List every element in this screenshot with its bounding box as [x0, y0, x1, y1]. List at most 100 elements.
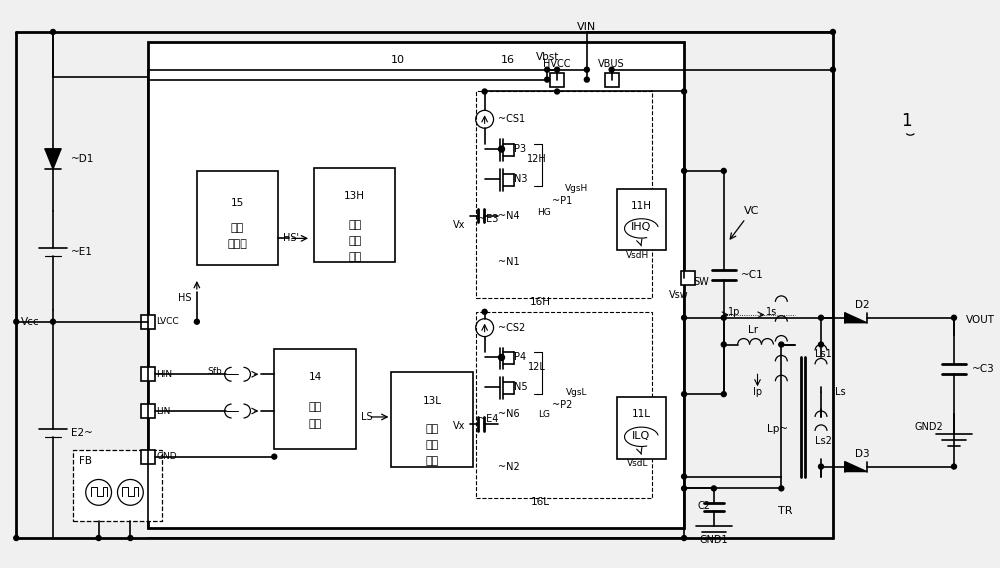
- Text: 13L: 13L: [423, 396, 442, 406]
- Text: ~C1: ~C1: [741, 270, 763, 280]
- Circle shape: [721, 342, 726, 347]
- Text: Ls2: Ls2: [815, 436, 832, 446]
- Circle shape: [482, 310, 487, 314]
- FancyBboxPatch shape: [476, 91, 652, 298]
- Circle shape: [14, 536, 19, 541]
- Bar: [148, 42, 684, 528]
- Text: ILQ: ILQ: [632, 431, 651, 441]
- Circle shape: [499, 354, 504, 361]
- Text: 驱动: 驱动: [425, 424, 439, 434]
- Text: P4: P4: [514, 352, 527, 362]
- Text: C2: C2: [697, 502, 710, 511]
- Text: VBUS: VBUS: [598, 59, 625, 69]
- Text: HS': HS': [283, 233, 299, 243]
- Bar: [274, 349, 356, 449]
- Text: ~N6: ~N6: [498, 409, 519, 419]
- Text: 电路: 电路: [348, 252, 361, 262]
- Circle shape: [682, 315, 687, 320]
- Text: ~E3: ~E3: [478, 214, 498, 224]
- Text: P3: P3: [514, 144, 527, 154]
- Text: 电平: 电平: [231, 223, 244, 233]
- Text: Lp~: Lp~: [767, 424, 789, 434]
- Circle shape: [682, 474, 687, 479]
- Circle shape: [545, 77, 550, 82]
- Text: VsdH: VsdH: [626, 250, 649, 260]
- Polygon shape: [845, 313, 867, 323]
- Bar: [605, 73, 619, 86]
- Text: IHQ: IHQ: [631, 223, 652, 232]
- Text: 1s: 1s: [766, 307, 777, 317]
- Bar: [141, 404, 155, 418]
- Text: TR: TR: [778, 506, 793, 516]
- Text: 1p: 1p: [728, 307, 740, 317]
- Polygon shape: [845, 462, 867, 471]
- Text: GND1: GND1: [700, 535, 728, 545]
- Text: 11H: 11H: [631, 201, 652, 211]
- Text: 12H: 12H: [527, 154, 547, 164]
- Text: LIN: LIN: [156, 407, 171, 416]
- Circle shape: [584, 77, 589, 82]
- Text: Sfb: Sfb: [207, 367, 222, 376]
- Circle shape: [545, 67, 550, 72]
- Circle shape: [819, 464, 823, 469]
- Text: 16L: 16L: [531, 498, 550, 507]
- Text: 12L: 12L: [528, 362, 546, 373]
- Circle shape: [682, 392, 687, 396]
- Text: ~C3: ~C3: [972, 364, 995, 374]
- Text: Ls1: Ls1: [815, 349, 832, 360]
- Circle shape: [951, 464, 956, 469]
- Text: D3: D3: [855, 449, 870, 459]
- Circle shape: [128, 536, 133, 541]
- Text: ~P2: ~P2: [552, 400, 572, 410]
- Bar: [141, 367, 155, 381]
- Circle shape: [482, 89, 487, 94]
- Text: GND: GND: [156, 452, 177, 461]
- Circle shape: [830, 30, 835, 35]
- Text: Ls: Ls: [835, 387, 846, 397]
- Text: 逻辑: 逻辑: [348, 236, 361, 247]
- Circle shape: [272, 454, 277, 459]
- Text: ~D1: ~D1: [71, 154, 94, 164]
- Circle shape: [682, 89, 687, 94]
- Text: VOUT: VOUT: [966, 315, 995, 325]
- Text: VgsH: VgsH: [565, 184, 589, 193]
- Text: HG: HG: [537, 208, 551, 217]
- Text: 驱动: 驱动: [348, 220, 361, 231]
- Circle shape: [609, 67, 614, 72]
- Circle shape: [14, 319, 19, 324]
- Circle shape: [682, 486, 687, 491]
- Text: E2~: E2~: [71, 428, 93, 438]
- Text: LVCC: LVCC: [156, 317, 179, 326]
- Text: VgsL: VgsL: [566, 387, 588, 396]
- Bar: [617, 189, 666, 250]
- Text: 10: 10: [391, 55, 405, 65]
- Circle shape: [194, 319, 199, 324]
- Circle shape: [721, 392, 726, 396]
- Circle shape: [721, 315, 726, 320]
- Circle shape: [584, 67, 589, 72]
- Text: Vx: Vx: [453, 421, 466, 431]
- Text: HVCC: HVCC: [543, 59, 571, 69]
- Text: 1: 1: [901, 112, 912, 130]
- Circle shape: [51, 30, 55, 35]
- Circle shape: [682, 168, 687, 173]
- Text: HS: HS: [178, 293, 192, 303]
- Circle shape: [555, 89, 560, 94]
- Text: D2: D2: [855, 300, 870, 310]
- Bar: [314, 168, 395, 262]
- Text: 16: 16: [500, 55, 514, 65]
- Bar: [141, 450, 155, 463]
- Circle shape: [819, 342, 823, 347]
- Circle shape: [51, 319, 55, 324]
- Text: Ip: Ip: [753, 387, 762, 397]
- Text: SW: SW: [693, 277, 709, 287]
- Circle shape: [682, 536, 687, 541]
- Circle shape: [830, 67, 835, 72]
- Text: 16H: 16H: [530, 297, 551, 307]
- Circle shape: [499, 146, 504, 152]
- Text: ~N1: ~N1: [498, 257, 519, 267]
- Bar: [391, 372, 473, 466]
- FancyBboxPatch shape: [73, 450, 162, 521]
- Text: ~N4: ~N4: [498, 211, 519, 220]
- Circle shape: [711, 486, 716, 491]
